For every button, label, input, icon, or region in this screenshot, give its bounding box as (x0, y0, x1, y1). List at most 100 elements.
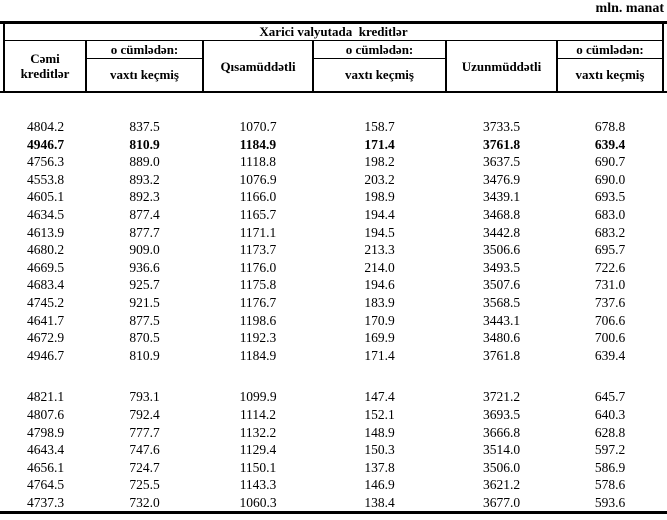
overdue-header-3: vaxtı keçmiş (557, 58, 665, 91)
cell-value: 198.9 (364, 189, 395, 205)
column-header-total-credits: Cəmi kreditlər (5, 40, 87, 91)
cell-value: 3761.8 (482, 136, 521, 152)
cell-value: 645.7 (594, 389, 626, 405)
cell-value: 693.5 (594, 189, 626, 205)
cell-value: 877.7 (129, 224, 160, 240)
table-row: 4821.1 793.1 1099.9 147.4 3721.2 645.7 (5, 388, 663, 406)
cell-value: 169.9 (364, 330, 395, 346)
cell-value: 777.7 (129, 424, 160, 440)
cell-value: 152.1 (364, 406, 395, 422)
cell-value: 593.6 (594, 494, 626, 510)
of-which-header-1: o cümlədən: (86, 40, 204, 59)
cell-value: 137.8 (364, 459, 395, 475)
table-row: 4745.2 921.5 1176.7 183.9 3568.5 737.6 (5, 294, 663, 312)
cell-value: 1184.9 (239, 136, 277, 152)
cell-value: 639.4 (594, 347, 626, 363)
cell-value: 1129.4 (239, 442, 277, 458)
cell-value: 3666.8 (482, 424, 521, 440)
cell-value: 150.3 (364, 442, 395, 458)
cell-value: 597.2 (594, 442, 626, 458)
cell-value: 1150.1 (239, 459, 277, 475)
cell-value: 1165.7 (239, 206, 277, 222)
cell-value: 1070.7 (239, 119, 277, 134)
cell-value: 586.9 (594, 459, 626, 475)
cell-value: 725.5 (129, 477, 160, 493)
cell-value: 3514.0 (482, 442, 521, 458)
cell-value: 793.1 (129, 389, 160, 405)
cell-value: 1173.7 (239, 242, 277, 258)
cell-value: 690.7 (594, 154, 626, 170)
cell-value: 909.0 (129, 242, 160, 258)
cell-value: 640.3 (594, 406, 626, 422)
row-group-1: 4804.2 837.5 1070.7 158.7 3733.5 678.8 4946.7 8… (5, 118, 663, 364)
left-edge-border (3, 21, 5, 93)
cell-value: 1176.7 (239, 294, 277, 310)
cell-value: 1192.3 (239, 330, 277, 346)
cell-value: 3568.5 (482, 294, 521, 310)
cell-value: 4756.3 (26, 154, 65, 170)
cell-value: 1143.3 (239, 477, 277, 493)
cell-value: 695.7 (594, 242, 626, 258)
cell-value: 889.0 (129, 154, 160, 170)
cell-value: 4613.9 (26, 224, 65, 240)
cell-value: 4798.9 (26, 424, 65, 440)
row-group-2: 4821.1 793.1 1099.9 147.4 3721.2 645.7 4807.6 7… (5, 388, 663, 511)
cell-value: 722.6 (594, 259, 626, 275)
table-row: 4804.2 837.5 1070.7 158.7 3733.5 678.8 (5, 118, 663, 136)
cell-value: 3507.6 (482, 277, 521, 293)
cell-value: 3506.0 (482, 459, 521, 475)
cell-value: 4553.8 (26, 171, 65, 187)
cell-value: 4656.1 (26, 459, 65, 475)
cell-value: 1132.2 (239, 424, 277, 440)
of-which-header-3: o cümlədən: (557, 40, 665, 59)
cell-value: 1114.2 (239, 406, 277, 422)
table-row: 4798.9 777.7 1132.2 148.9 3666.8 628.8 (5, 424, 663, 442)
header-sub-row: vaxtı keçmiş vaxtı keçmiş vaxtı keçmiş (5, 58, 665, 91)
cell-value: 4804.2 (26, 119, 65, 134)
table-row: 4764.5 725.5 1143.3 146.9 3621.2 578.6 (5, 476, 663, 494)
table-row: 4683.4 925.7 1175.8 194.6 3507.6 731.0 (5, 276, 663, 294)
table-row: 4643.4 747.6 1129.4 150.3 3514.0 597.2 (5, 441, 663, 459)
cell-value: 837.5 (129, 119, 160, 134)
cell-value: 4737.3 (26, 494, 65, 510)
cell-value: 921.5 (129, 294, 160, 310)
cell-value: 3506.6 (482, 242, 521, 258)
cell-value: 4672.9 (26, 330, 65, 346)
cell-value: 792.4 (129, 406, 160, 422)
cell-value: 3493.5 (482, 259, 521, 275)
cell-value: 737.6 (594, 294, 626, 310)
cell-value: 3637.5 (482, 154, 521, 170)
cell-value: 706.6 (594, 312, 626, 328)
cell-value: 4680.2 (26, 242, 65, 258)
cell-value: 214.0 (364, 259, 395, 275)
cell-value: 183.9 (364, 294, 395, 310)
table-body: 4804.2 837.5 1070.7 158.7 3733.5 678.8 4946.7 8… (5, 93, 663, 511)
cell-value: 925.7 (129, 277, 160, 293)
cell-value: 700.6 (594, 330, 626, 346)
cell-value: 747.6 (129, 442, 160, 458)
cell-value: 3443.1 (482, 312, 521, 328)
cell-value: 1171.1 (239, 224, 277, 240)
of-which-header-2: o cümlədən: (313, 40, 447, 59)
table-row: 4553.8 893.2 1076.9 203.2 3476.9 690.0 (5, 171, 663, 189)
cell-value: 203.2 (364, 171, 395, 187)
cell-value: 4605.1 (26, 189, 65, 205)
cell-value: 4641.7 (26, 312, 65, 328)
table-row: 4634.5 877.4 1165.7 194.4 3468.8 683.0 (5, 206, 663, 224)
overdue-header-1: vaxtı keçmiş (86, 58, 204, 91)
cell-value: 4669.5 (26, 259, 65, 275)
cell-value: 3733.5 (482, 119, 521, 134)
column-header-long-term: Uzunmüddətli (446, 40, 558, 91)
cell-value: 4643.4 (26, 442, 65, 458)
cell-value: 3439.1 (482, 189, 521, 205)
cell-value: 1118.8 (239, 154, 277, 170)
cell-value: 146.9 (364, 477, 395, 493)
total-credits-line2: kreditlər (20, 66, 70, 81)
cell-value: 877.5 (129, 312, 160, 328)
table-top-rule (0, 21, 667, 24)
cell-value: 683.2 (594, 224, 626, 240)
cell-value: 731.0 (594, 277, 626, 293)
cell-value: 170.9 (364, 312, 395, 328)
total-credits-line1: Cəmi (30, 51, 60, 66)
cell-value: 870.5 (129, 330, 160, 346)
